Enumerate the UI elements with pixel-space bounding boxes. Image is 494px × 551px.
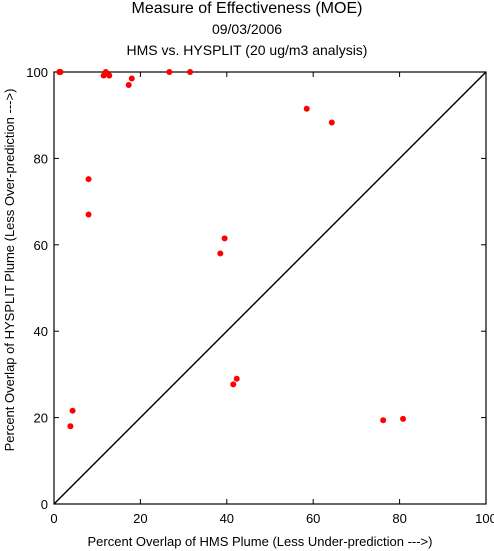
x-tick-label: 0	[50, 511, 57, 526]
x-tick-label: 60	[306, 511, 320, 526]
chart-analysis-subtitle: HMS vs. HYSPLIT (20 ug/m3 analysis)	[126, 42, 368, 58]
x-tick-label: 40	[220, 511, 234, 526]
y-axis-label: Percent Overlap of HYSPLIT Plume (Less O…	[2, 89, 17, 452]
y-tick-label: 100	[26, 65, 48, 80]
y-tick-label: 20	[34, 411, 48, 426]
x-axis-label: Percent Overlap of HMS Plume (Less Under…	[88, 534, 433, 549]
y-axis-ticks: 0 20 40 60 80 100	[26, 65, 486, 512]
data-point	[380, 417, 387, 424]
data-point	[328, 119, 335, 126]
x-tick-label: 100	[475, 511, 494, 526]
data-point	[217, 250, 224, 257]
data-points	[56, 69, 407, 430]
data-point	[57, 69, 64, 75]
data-point	[187, 69, 194, 75]
plot-frame	[53, 71, 487, 505]
data-point	[85, 211, 92, 218]
data-point	[221, 235, 228, 242]
data-point	[125, 81, 132, 88]
y-tick-label: 80	[34, 151, 48, 166]
data-point	[400, 415, 407, 422]
data-point	[230, 381, 237, 388]
data-point	[303, 105, 310, 112]
data-point	[67, 423, 74, 430]
data-point	[166, 69, 173, 75]
y-tick-label: 0	[41, 497, 48, 512]
x-tick-label: 20	[133, 511, 147, 526]
diagonal-reference-line	[53, 71, 487, 505]
y-tick-label: 40	[34, 324, 48, 339]
data-point	[106, 72, 113, 79]
data-point	[69, 407, 76, 414]
chart-date: 09/03/2006	[211, 21, 283, 37]
x-tick-label: 80	[392, 511, 406, 526]
data-point	[128, 75, 135, 82]
data-point	[233, 375, 240, 382]
y-tick-label: 60	[34, 238, 48, 253]
x-axis-ticks: 0 20 40 60 80 100	[50, 72, 494, 526]
chart-title: Measure of Effectiveness (MOE)	[131, 0, 363, 17]
data-point	[85, 176, 92, 183]
